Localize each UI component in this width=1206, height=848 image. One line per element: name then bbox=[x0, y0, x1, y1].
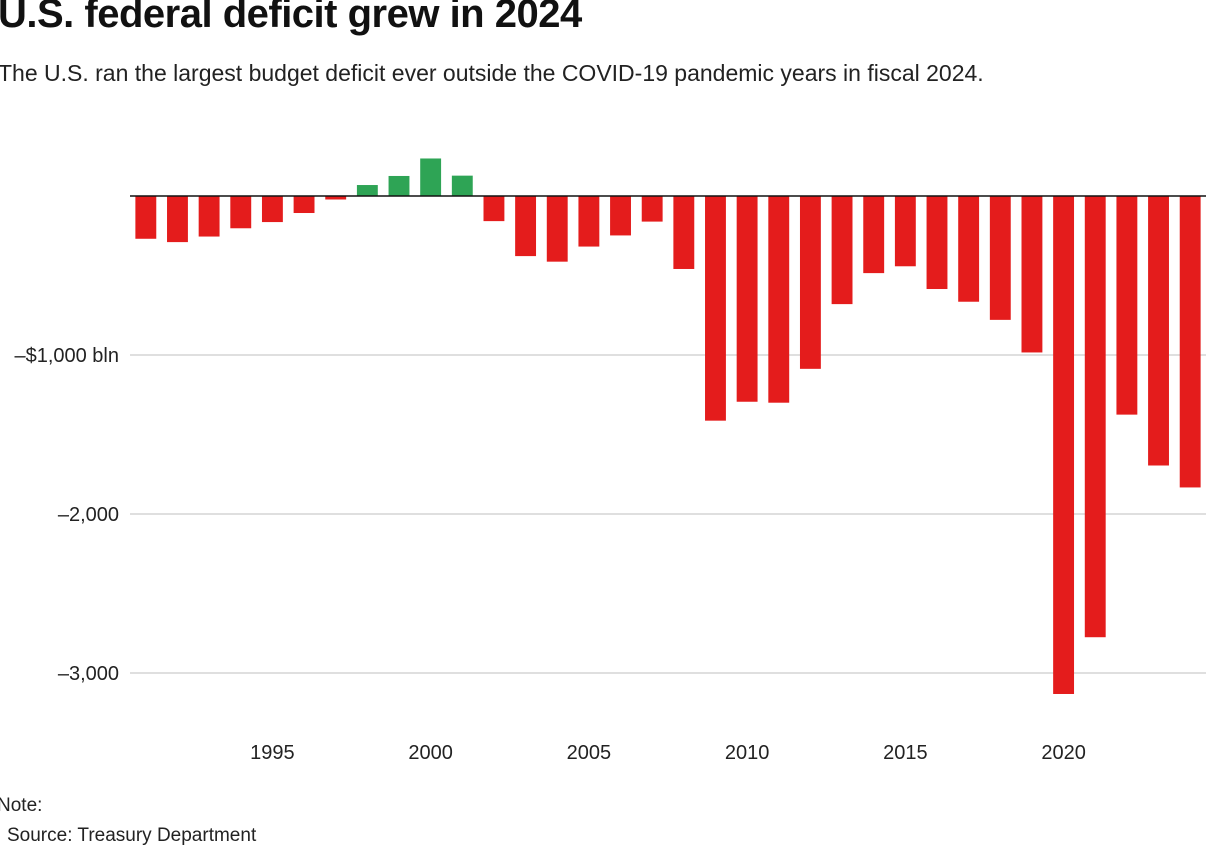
bar-1999 bbox=[388, 175, 410, 196]
bar-2018 bbox=[989, 196, 1011, 320]
bar-2000 bbox=[420, 158, 442, 196]
chart-subtitle: The U.S. ran the largest budget deficit … bbox=[0, 60, 984, 86]
bar-1998 bbox=[356, 185, 378, 196]
bar-1996 bbox=[293, 196, 315, 214]
bar-2014 bbox=[863, 196, 885, 274]
x-axis-labels: 1995 2000 2005 2010 2015 2020 bbox=[250, 742, 1086, 764]
bar-2009 bbox=[705, 196, 726, 421]
gridlines bbox=[130, 354, 1206, 674]
y-tick-label: –2,000 bbox=[58, 504, 119, 526]
bar-2022 bbox=[1116, 196, 1138, 415]
bar-2012 bbox=[799, 196, 821, 369]
x-tick-label-2010: 2010 bbox=[725, 742, 770, 764]
bar-2004 bbox=[546, 196, 568, 262]
x-tick-label-2005: 2005 bbox=[567, 742, 612, 764]
bar-1992 bbox=[167, 196, 188, 243]
bar-2002 bbox=[483, 196, 505, 222]
y-tick-label: –$1,000 bln bbox=[14, 345, 119, 367]
bar-2023 bbox=[1148, 196, 1169, 466]
bar-2016 bbox=[926, 196, 948, 290]
bar-2013 bbox=[831, 196, 853, 305]
x-tick-label-2015: 2015 bbox=[883, 742, 928, 764]
x-tick-label-2000: 2000 bbox=[408, 742, 453, 764]
x-tick-label-1995: 1995 bbox=[250, 742, 295, 764]
bar-1995 bbox=[261, 196, 283, 223]
bar-2003 bbox=[515, 196, 537, 257]
bar-2015 bbox=[894, 196, 916, 267]
bar-2008 bbox=[673, 196, 695, 269]
bar-2001 bbox=[451, 175, 473, 196]
bar-2024 bbox=[1179, 196, 1201, 488]
x-tick-label-2020: 2020 bbox=[1041, 742, 1086, 764]
bar-2017 bbox=[958, 196, 980, 302]
bar-2019 bbox=[1021, 196, 1043, 353]
y-tick-label: –3,000 bbox=[58, 663, 119, 685]
bar-1994 bbox=[230, 196, 252, 229]
bar-1997 bbox=[325, 196, 347, 200]
bar-2006 bbox=[610, 196, 631, 236]
bar-2007 bbox=[641, 196, 663, 222]
deficit-bar-chart: –$1,000 bln –2,000 –3,000 1995 2000 2005 2010… bbox=[14, 158, 1206, 764]
y-axis-labels: –$1,000 bln –2,000 –3,000 bbox=[14, 345, 119, 685]
footnote: Note: bbox=[0, 795, 43, 816]
bar-2010 bbox=[736, 196, 758, 402]
bar-2020 bbox=[1053, 196, 1075, 694]
bar-2011 bbox=[768, 196, 790, 403]
source-note: Source: Treasury Department bbox=[7, 825, 257, 846]
bar-1991 bbox=[135, 196, 157, 239]
bar-2021 bbox=[1084, 196, 1106, 638]
bars bbox=[135, 158, 1201, 694]
bar-1993 bbox=[198, 196, 220, 237]
bar-2005 bbox=[578, 196, 600, 247]
chart-title: U.S. federal deficit grew in 2024 bbox=[0, 0, 582, 36]
